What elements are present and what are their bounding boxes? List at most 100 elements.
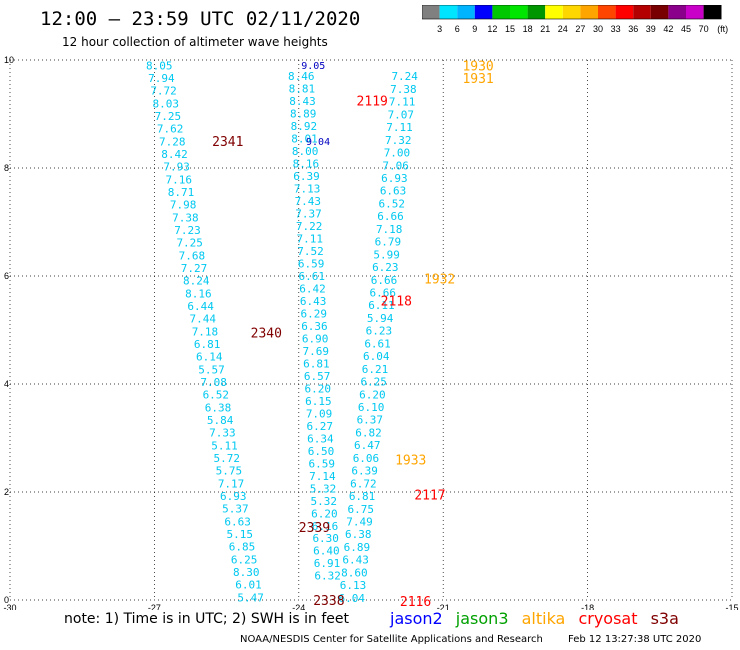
wave-height-value: 6.57 — [304, 370, 331, 383]
wave-height-value: 7.72 — [150, 85, 177, 98]
wave-height-value: 6.93 — [220, 490, 247, 503]
wave-height-value: 6.36 — [301, 320, 328, 333]
wave-height-value: 5.15 — [227, 528, 254, 541]
wave-height-value: 7.07 — [388, 108, 415, 121]
wave-height-value: 6.66 — [371, 274, 398, 287]
wave-height-value: 6.44 — [187, 300, 214, 313]
wave-height-value: 8.89 — [290, 108, 317, 121]
scale-frame — [422, 5, 722, 20]
wave-height-value: 7.16 — [166, 173, 193, 186]
wave-height-value: 6.10 — [358, 401, 385, 414]
wave-height-value: 6.34 — [307, 432, 334, 445]
wave-height-value: 5.57 — [198, 363, 225, 376]
wave-height-value: 6.61 — [364, 337, 391, 350]
wave-height-value: 6.15 — [305, 395, 332, 408]
y-tick-label: 10 — [4, 55, 14, 65]
pass-time-label: 1930 — [462, 59, 493, 74]
wave-height-value: 6.06 — [353, 452, 380, 465]
wave-height-value: 7.06 — [382, 159, 409, 172]
pass-time-label: 2340 — [251, 327, 282, 342]
y-tick-label: 2 — [4, 487, 9, 497]
wave-height-value: 7.22 — [296, 220, 323, 233]
scale-label: 39 — [646, 24, 656, 34]
legend-item-jason3: jason3 — [455, 609, 509, 628]
wave-height-value: 7.38 — [172, 211, 199, 224]
wave-height-value: 6.82 — [355, 426, 382, 439]
scale-swatch — [545, 5, 563, 19]
scale-swatch — [580, 5, 598, 19]
wave-height-value: 7.18 — [376, 223, 403, 236]
wave-height-value: 5.11 — [211, 439, 238, 452]
wave-height-value: 6.81 — [349, 490, 376, 503]
wave-height-value: 5.94 — [367, 312, 394, 325]
wave-height-value: 7.18 — [192, 325, 219, 338]
wave-height-value: 7.44 — [190, 313, 217, 326]
y-tick-label: 8 — [4, 163, 9, 173]
scale-swatch — [510, 5, 528, 19]
legend: jason2 jason3 altika cryosat s3a — [390, 609, 687, 628]
wave-height-value: 7.62 — [157, 123, 184, 136]
wave-height-value: 7.52 — [297, 245, 324, 258]
wave-height-value: 6.61 — [299, 270, 326, 283]
scale-swatch — [598, 5, 616, 19]
wave-height-value: 6.85 — [229, 541, 256, 554]
scale-swatch — [439, 5, 458, 19]
wave-height-value: 7.94 — [148, 72, 175, 85]
wave-height-value: 6.93 — [381, 172, 408, 185]
wave-height-value: 6.13 — [340, 579, 367, 592]
wave-height-value: 6.20 — [311, 507, 338, 520]
scale-swatch — [668, 5, 686, 19]
x-tick-label: -15 — [725, 603, 738, 610]
wave-height-value: 7.00 — [384, 147, 411, 160]
x-tick-label: -27 — [148, 603, 161, 610]
wave-height-value: 6.23 — [366, 325, 393, 338]
wave-height-value: 7.38 — [390, 83, 417, 96]
wave-height-value: 6.25 — [231, 553, 258, 566]
wave-height-value: 6.30 — [312, 532, 339, 545]
wave-height-value: 7.68 — [179, 249, 206, 262]
legend-item-altika: altika — [521, 609, 566, 628]
scale-swatch — [474, 5, 493, 19]
wave-height-value: 8.30 — [233, 566, 260, 579]
wave-height-value: 6.40 — [313, 545, 340, 558]
wave-height-value: 5.72 — [213, 452, 240, 465]
wave-height-value: 6.38 — [205, 401, 232, 414]
pass-time-label: 1932 — [424, 273, 455, 288]
wave-height-value: 6.16 — [312, 520, 339, 533]
wave-height-value: 6.37 — [357, 414, 384, 427]
pass-time-label: 2338 — [313, 594, 344, 609]
wave-height-value: 6.59 — [298, 258, 325, 271]
wave-height-value: 6.38 — [345, 528, 372, 541]
wave-height-value: 6.63 — [224, 515, 251, 528]
wave-height-value: 6.63 — [380, 185, 407, 198]
footer-note: note: 1) Time is in UTC; 2) SWH is in fe… — [64, 611, 350, 627]
wave-height-value: 5.32 — [310, 495, 337, 508]
wave-height-value: 6.14 — [196, 351, 223, 364]
wave-height-value: 5.75 — [216, 465, 243, 478]
wave-height-value: 5.32 — [310, 482, 337, 495]
y-tick-label: 4 — [4, 379, 9, 389]
scale-swatch — [422, 5, 440, 19]
wave-height-value: 6.47 — [354, 439, 381, 452]
wave-height-value: 6.66 — [377, 210, 404, 223]
scale-label: 18 — [523, 24, 533, 34]
wave-height-value: 6.29 — [301, 307, 328, 320]
wave-height-value: 6.42 — [299, 282, 326, 295]
wave-height-value: 6.75 — [348, 503, 375, 516]
scale-label: 6 — [455, 24, 460, 34]
wave-height-value: 7.33 — [209, 427, 236, 440]
wave-height-value: 7.27 — [181, 262, 208, 275]
scale-label: 9 — [472, 24, 477, 34]
wave-height-value: 8.92 — [291, 120, 318, 133]
wave-height-value: 5.37 — [222, 503, 249, 516]
wave-height-value: 7.37 — [295, 208, 322, 221]
wave-height-value: 6.43 — [342, 554, 369, 567]
scale-label: 3 — [437, 24, 442, 34]
pass-time-label: 2339 — [299, 521, 330, 536]
wave-height-value: 6.04 — [363, 350, 390, 363]
chart-subtitle: 12 hour collection of altimeter wave hei… — [62, 35, 328, 49]
wave-height-value: 7.11 — [389, 96, 416, 109]
wave-height-value: 7.11 — [297, 233, 324, 246]
scale-swatch — [615, 5, 634, 19]
